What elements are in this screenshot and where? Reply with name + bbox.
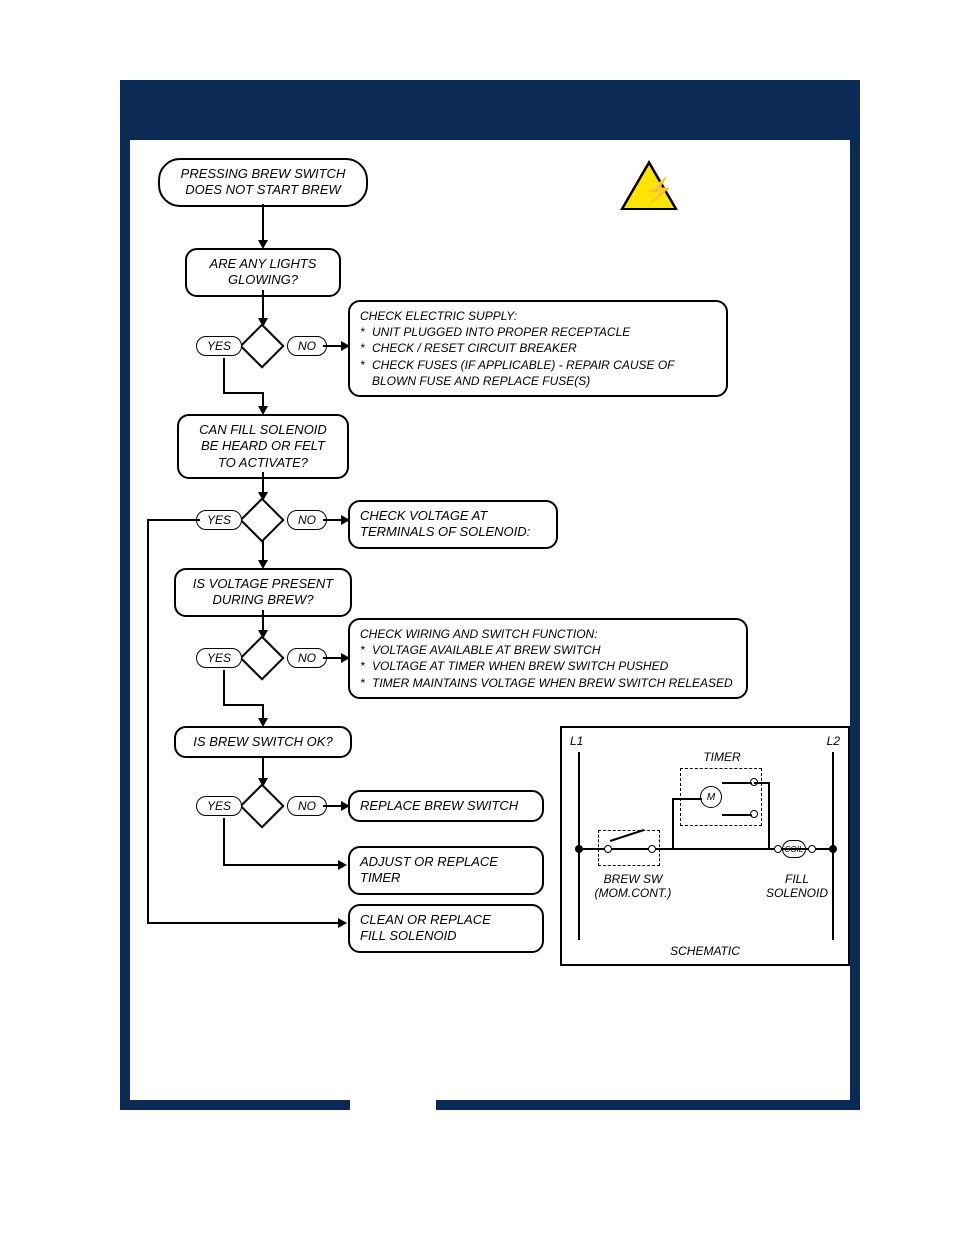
decision-solenoid: YES NO — [200, 500, 323, 540]
connector — [262, 290, 264, 320]
flow-supply-item: UNIT PLUGGED INTO PROPER RECEPTACLE — [360, 324, 716, 340]
decision-voltage: YES NO — [200, 638, 323, 678]
sch-terminal — [604, 845, 612, 853]
connector — [323, 657, 343, 659]
connector — [223, 818, 225, 864]
decision-no: NO — [287, 648, 327, 668]
flow-replace-switch-text: REPLACE BREW SWITCH — [360, 798, 518, 813]
connector — [223, 670, 225, 704]
flow-q-lights-text: ARE ANY LIGHTSGLOWING? — [210, 256, 317, 287]
connector — [262, 610, 264, 632]
sch-wire — [722, 814, 752, 816]
sch-terminal — [648, 845, 656, 853]
warning-icon: ⚡ — [620, 160, 678, 210]
sch-terminal — [808, 845, 816, 853]
connector — [262, 758, 264, 780]
decision-no: NO — [287, 510, 327, 530]
header-bar — [130, 90, 850, 140]
flow-start: PRESSING BREW SWITCHDOES NOT START BREW — [158, 158, 368, 207]
sch-timer: TIMER — [692, 750, 752, 764]
sch-terminal — [774, 845, 782, 853]
connector — [223, 864, 340, 866]
flow-wiring-lead: CHECK WIRING AND SWITCH FUNCTION: — [360, 626, 736, 642]
sch-coil: COIL — [782, 840, 806, 858]
sch-brewsw-text: BREW SW — [604, 872, 663, 886]
decision-no: NO — [287, 336, 327, 356]
flow-q-switch: IS BREW SWITCH OK? — [174, 726, 352, 758]
flow-clean-solenoid-text: CLEAN OR REPLACEFILL SOLENOID — [360, 912, 491, 943]
connector — [147, 519, 149, 922]
decision-lights: YES NO — [200, 326, 323, 366]
sch-wire — [672, 798, 674, 848]
flow-wiring-item: VOLTAGE AT TIMER WHEN BREW SWITCH PUSHED — [360, 658, 736, 674]
sch-l1: L1 — [570, 734, 583, 748]
flow-supply-item: CHECK FUSES (IF APPLICABLE) - REPAIR CAU… — [360, 357, 716, 389]
decision-yes: YES — [196, 510, 242, 530]
flow-q-voltage-text: IS VOLTAGE PRESENTDURING BREW? — [193, 576, 333, 607]
page: ⚡ PRESSING BREW SWITCHDOES NOT START BRE… — [0, 0, 954, 1235]
sch-wire — [768, 782, 770, 848]
flow-q-solenoid: CAN FILL SOLENOIDBE HEARD OR FELTTO ACTI… — [177, 414, 349, 479]
decision-switch: YES NO — [200, 786, 323, 826]
sch-node — [575, 845, 583, 853]
sch-title: SCHEMATIC — [562, 944, 848, 958]
arrow-icon — [338, 918, 347, 928]
sch-wire — [672, 798, 702, 800]
flow-supply-list: UNIT PLUGGED INTO PROPER RECEPTACLE CHEC… — [360, 324, 716, 389]
flow-adjust-timer: ADJUST OR REPLACETIMER — [348, 846, 544, 895]
flow-adjust-timer-text: ADJUST OR REPLACETIMER — [360, 854, 498, 885]
flow-wiring-list: VOLTAGE AVAILABLE AT BREW SWITCH VOLTAGE… — [360, 642, 736, 691]
diamond-icon — [239, 497, 284, 542]
sch-node — [829, 845, 837, 853]
flow-start-text: PRESSING BREW SWITCHDOES NOT START BREW — [181, 166, 346, 197]
connector — [262, 540, 264, 562]
sch-mom-text: (MOM.CONT.) — [595, 886, 672, 900]
sch-motor: M — [700, 786, 722, 808]
connector — [223, 358, 225, 392]
flow-check-voltage: CHECK VOLTAGE ATTERMINALS OF SOLENOID: — [348, 500, 558, 549]
connector — [147, 922, 340, 924]
diamond-icon — [239, 635, 284, 680]
decision-no: NO — [287, 796, 327, 816]
arrow-icon — [338, 860, 347, 870]
decision-yes: YES — [196, 648, 242, 668]
flow-replace-switch: REPLACE BREW SWITCH — [348, 790, 544, 822]
schematic-panel: L1 L2 TIMER BREW SW (MOM.CONT.) — [560, 726, 850, 966]
flow-wiring-item: TIMER MAINTAINS VOLTAGE WHEN BREW SWITCH… — [360, 675, 736, 691]
footer-bar-left — [120, 1100, 350, 1110]
connector — [262, 472, 264, 494]
connector — [323, 519, 343, 521]
connector — [147, 519, 200, 521]
connector — [323, 805, 343, 807]
document-frame: ⚡ PRESSING BREW SWITCHDOES NOT START BRE… — [120, 80, 860, 1110]
connector — [223, 392, 264, 394]
flow-check-voltage-text: CHECK VOLTAGE ATTERMINALS OF SOLENOID: — [360, 508, 530, 539]
flow-q-solenoid-text: CAN FILL SOLENOIDBE HEARD OR FELTTO ACTI… — [199, 422, 327, 470]
flow-check-wiring: CHECK WIRING AND SWITCH FUNCTION: VOLTAG… — [348, 618, 748, 699]
flow-q-switch-text: IS BREW SWITCH OK? — [193, 734, 332, 749]
sch-wire — [722, 782, 752, 784]
flow-supply-lead: CHECK ELECTRIC SUPPLY: — [360, 308, 716, 324]
diagram-canvas: ⚡ PRESSING BREW SWITCHDOES NOT START BRE… — [130, 140, 850, 1100]
flow-wiring-item: VOLTAGE AVAILABLE AT BREW SWITCH — [360, 642, 736, 658]
flow-check-supply: CHECK ELECTRIC SUPPLY: UNIT PLUGGED INTO… — [348, 300, 728, 397]
decision-yes: YES — [196, 796, 242, 816]
flow-clean-solenoid: CLEAN OR REPLACEFILL SOLENOID — [348, 904, 544, 953]
sch-brewsw-label: BREW SW (MOM.CONT.) — [590, 872, 676, 900]
decision-yes: YES — [196, 336, 242, 356]
diamond-icon — [239, 323, 284, 368]
sch-fill-label: FILLSOLENOID — [760, 872, 834, 900]
sch-l2: L2 — [827, 734, 840, 748]
connector — [262, 204, 264, 242]
footer-bar-right — [436, 1100, 860, 1110]
connector — [323, 345, 343, 347]
sch-wire — [754, 782, 769, 784]
diamond-icon — [239, 783, 284, 828]
flow-supply-item: CHECK / RESET CIRCUIT BREAKER — [360, 340, 716, 356]
connector — [223, 704, 264, 706]
